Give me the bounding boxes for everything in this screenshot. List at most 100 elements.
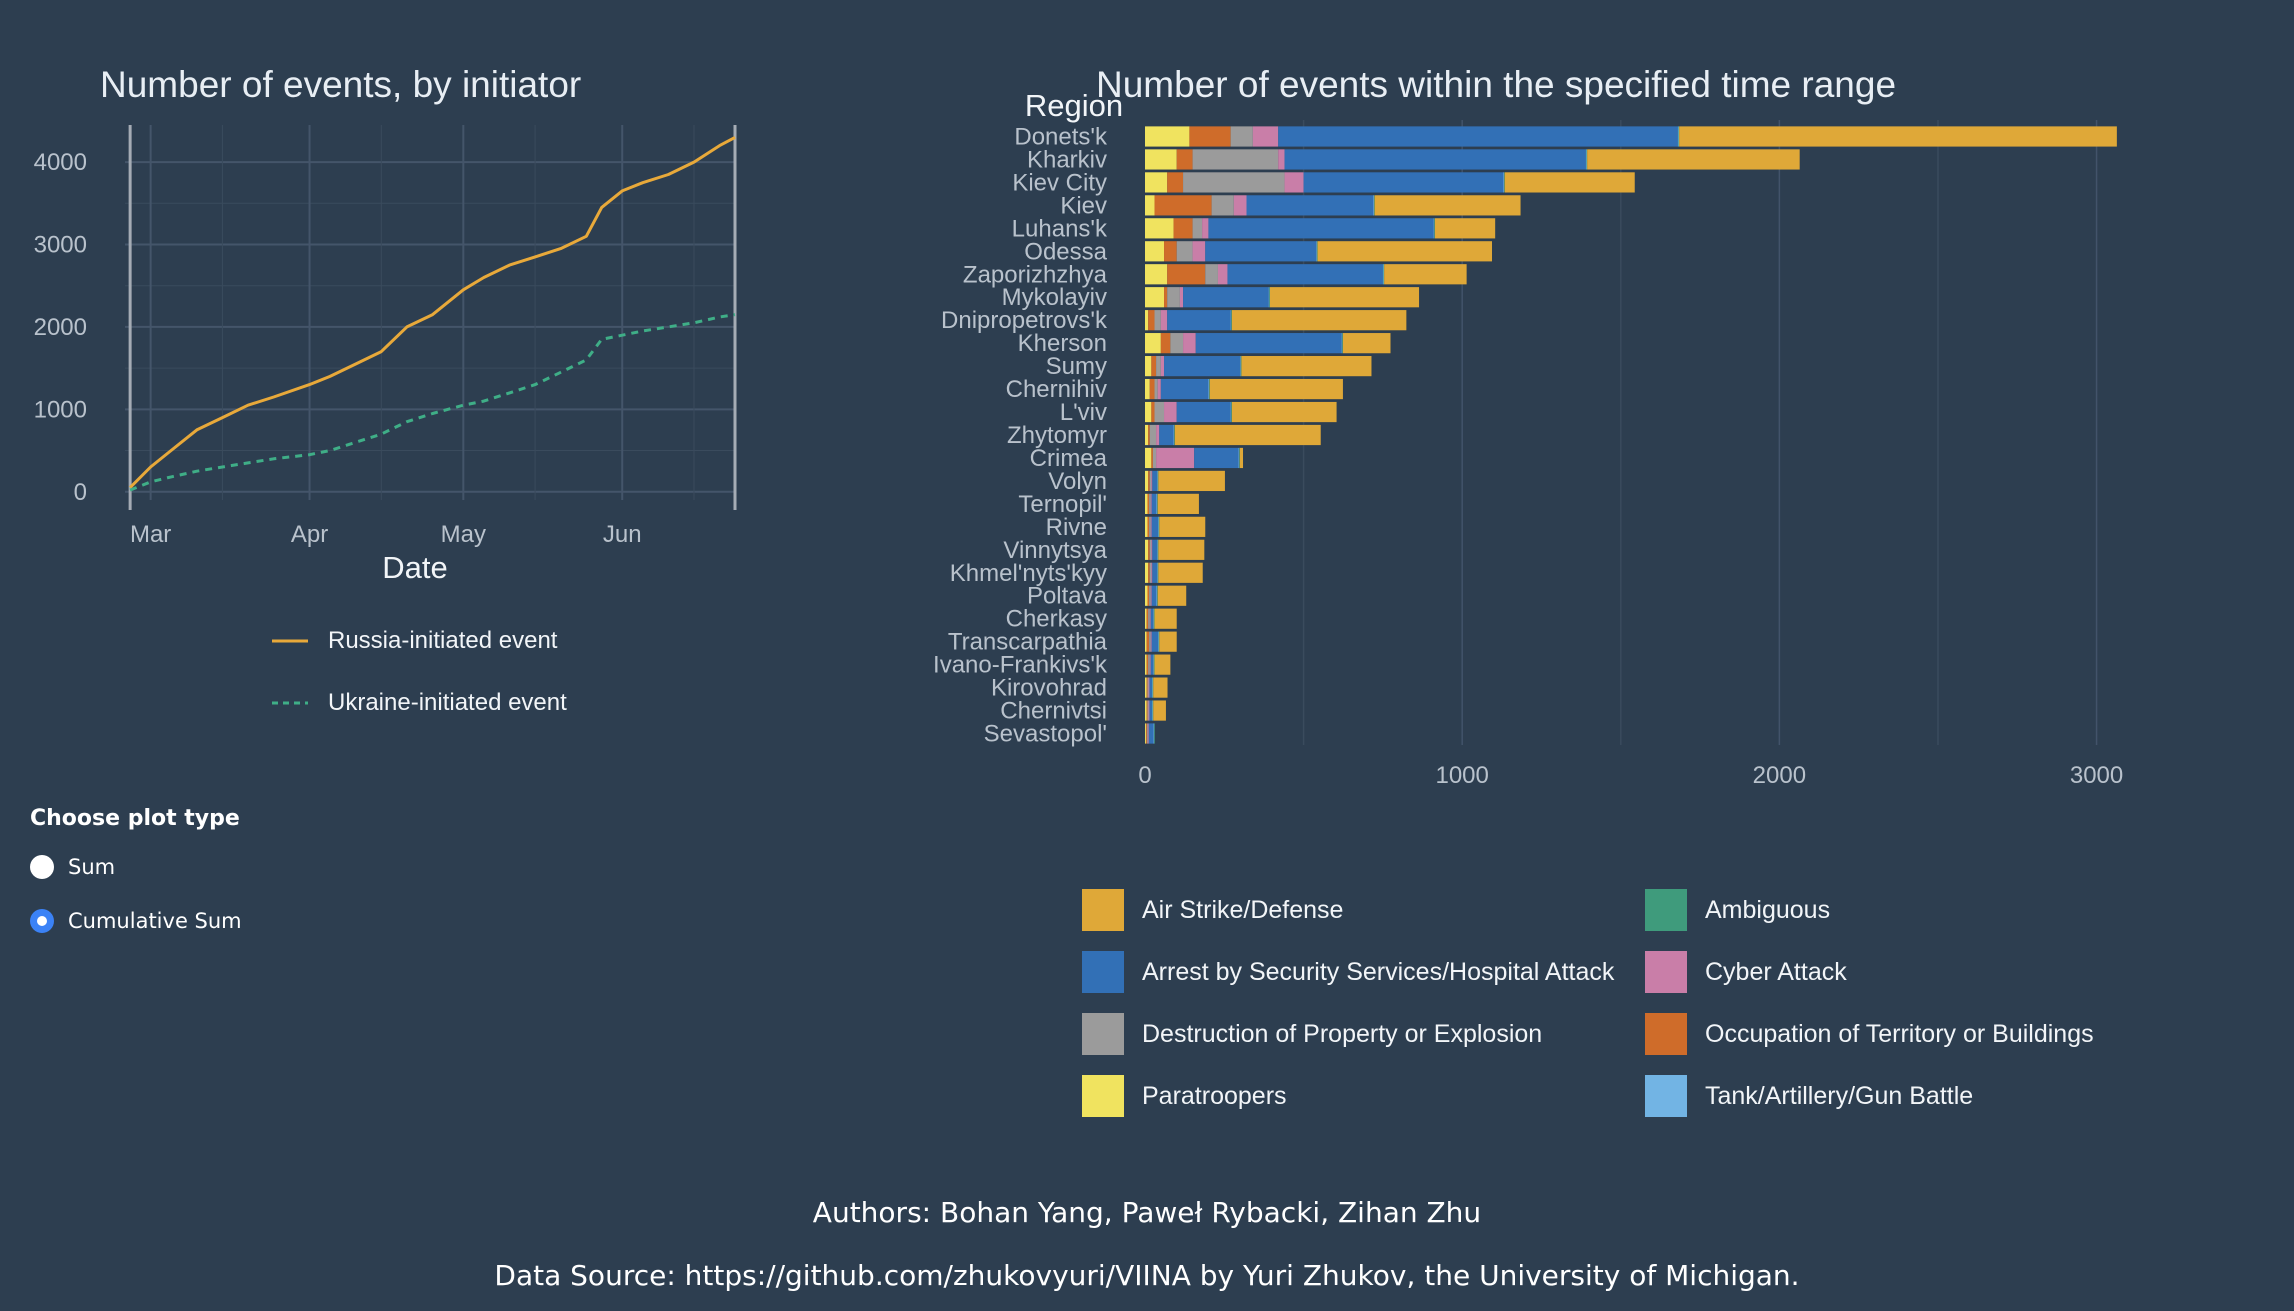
bar-segment xyxy=(1147,493,1150,514)
line-chart-legend: Russia-initiated event Ukraine-initiated… xyxy=(270,620,567,724)
bar-legend-swatch xyxy=(1645,889,1687,931)
bar-segment xyxy=(1585,149,1587,170)
radio-option-cumulative-sum[interactable]: Cumulative Sum xyxy=(30,909,242,933)
bar-segment xyxy=(1157,470,1158,492)
bar-category-label: Luhans'k xyxy=(1012,215,1108,242)
line-x-tick-label: Jun xyxy=(603,521,642,548)
bar-category-label: Transcarpathia xyxy=(948,629,1108,656)
bar-segment xyxy=(1149,700,1152,721)
bar-segment xyxy=(1269,287,1270,308)
bar-segment xyxy=(1147,677,1149,698)
bar-segment xyxy=(1151,539,1153,560)
radio-option-sum[interactable]: Sum xyxy=(30,855,242,879)
bar-segment xyxy=(1152,700,1154,721)
bar-segment xyxy=(1145,264,1168,285)
bar-segment xyxy=(1231,310,1232,331)
bar-segment xyxy=(1157,562,1159,583)
bar-segment xyxy=(1145,585,1148,606)
bar-segment xyxy=(1145,287,1165,308)
radio-button-sum[interactable] xyxy=(30,855,54,879)
bar-segment xyxy=(1145,401,1152,423)
legend-line-ukraine xyxy=(272,701,308,705)
bar-legend-swatch xyxy=(1082,889,1124,931)
bar-segment xyxy=(1149,654,1151,675)
bar-segment xyxy=(1317,241,1493,262)
bar-segment xyxy=(1145,195,1155,216)
bar-segment xyxy=(1230,310,1232,331)
line-y-tick-label: 1000 xyxy=(34,396,87,423)
bar-segment xyxy=(1157,539,1158,560)
bar-segment xyxy=(1316,241,1317,262)
bar-category-label: Rivne xyxy=(1046,514,1107,541)
bar-segment xyxy=(1147,585,1150,606)
bar-segment xyxy=(1157,378,1161,400)
bar-segment xyxy=(1433,218,1435,239)
bar-segment xyxy=(1164,356,1241,377)
bar-segment xyxy=(1148,723,1154,744)
bar-segment xyxy=(1384,264,1467,285)
bar-category-label: Volyn xyxy=(1048,468,1107,495)
bar-segment xyxy=(1149,378,1155,400)
bar-segment xyxy=(1151,585,1157,606)
bar-legend-label: Arrest by Security Services/Hospital Att… xyxy=(1142,957,1615,986)
bar-segment xyxy=(1160,310,1168,331)
bar-segment xyxy=(1149,631,1151,652)
bar-segment xyxy=(1192,149,1279,170)
bar-segment xyxy=(1252,126,1279,147)
bar-segment xyxy=(1150,585,1152,606)
bar-segment xyxy=(1239,447,1240,469)
bar-segment xyxy=(1145,539,1149,560)
bar-segment xyxy=(1158,562,1203,583)
bar-segment xyxy=(1241,356,1372,377)
bar-segment xyxy=(1145,516,1148,537)
bar-legend-label: Destruction of Property or Explosion xyxy=(1142,1019,1543,1048)
bar-segment xyxy=(1151,470,1153,492)
bar-segment xyxy=(1373,195,1375,216)
bar-segment xyxy=(1148,470,1150,492)
bar-category-label: Zaporizhzhya xyxy=(963,261,1108,288)
bar-category-label: Kharkiv xyxy=(1027,146,1107,173)
bar-segment xyxy=(1145,562,1149,583)
line-y-tick-label: 0 xyxy=(74,479,87,506)
radio-button-cumulative-sum[interactable] xyxy=(30,909,54,933)
bar-legend-label: Occupation of Territory or Buildings xyxy=(1705,1019,2094,1048)
bar-segment xyxy=(1151,356,1157,377)
bar-segment xyxy=(1209,378,1210,400)
bar-segment xyxy=(1149,562,1152,583)
bar-segment xyxy=(1677,126,1679,147)
bar-legend-item: Ambiguous xyxy=(1645,889,2125,931)
bar-chart-title: Number of events within the specified ti… xyxy=(1096,64,1897,105)
bar-segment xyxy=(1148,310,1155,331)
bar-segment xyxy=(1149,493,1151,514)
bar-segment xyxy=(1152,677,1154,698)
bar-category-label: Zhytomyr xyxy=(1007,422,1107,449)
bar-segment xyxy=(1145,218,1174,239)
bar-segment xyxy=(1158,631,1159,652)
line-y-tick-label: 3000 xyxy=(34,232,87,259)
bar-legend-swatch xyxy=(1082,1075,1124,1117)
bar-segment xyxy=(1167,310,1231,331)
bar-segment xyxy=(1176,401,1231,423)
bar-segment xyxy=(1231,401,1337,423)
bar-legend-item: Air Strike/Defense xyxy=(1082,889,1645,931)
bar-segment xyxy=(1149,608,1151,629)
bar-segment xyxy=(1154,401,1165,423)
bar-segment xyxy=(1145,700,1147,721)
bar-segment xyxy=(1284,149,1586,170)
bar-category-label: L'viv xyxy=(1060,399,1107,426)
bar-category-label: Crimea xyxy=(1030,445,1108,472)
radio-label-sum[interactable]: Sum xyxy=(68,855,116,879)
bar-segment xyxy=(1145,608,1147,629)
bar-segment xyxy=(1151,401,1155,423)
bar-segment xyxy=(1154,195,1212,216)
bar-segment xyxy=(1383,264,1385,285)
bar-segment xyxy=(1374,195,1375,216)
bar-segment xyxy=(1158,516,1160,537)
radio-label-cumulative-sum[interactable]: Cumulative Sum xyxy=(68,909,242,933)
bar-segment xyxy=(1341,333,1343,354)
bar-segment xyxy=(1156,585,1158,606)
bar-segment xyxy=(1278,149,1285,170)
bar-segment xyxy=(1158,539,1205,560)
bar-segment xyxy=(1150,631,1152,652)
